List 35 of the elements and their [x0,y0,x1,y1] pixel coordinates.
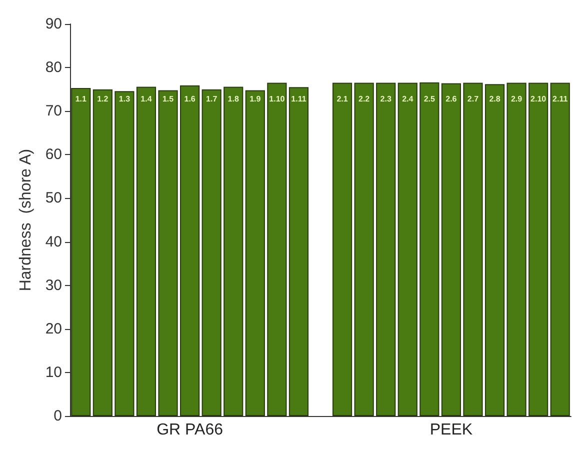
y-tick-label: 90 [45,16,62,32]
x-tick-label: 2.1 [336,94,348,104]
y-tick-label: 50 [45,190,62,207]
x-tick-label: 2.7 [467,94,480,104]
y-tick-label: 10 [45,364,62,381]
y-tick-label: 70 [45,102,62,120]
x-tick-label: 2.4 [402,94,414,104]
x-tick-label: 2.11 [552,94,568,104]
x-tick-label: 1.9 [250,94,262,104]
y-tick-label: 0 [54,408,62,424]
y-tick-label: 80 [45,59,62,76]
x-tick-label: 1.6 [184,94,196,104]
text: GR PA66 [156,422,224,438]
x-tick-label: 1.2 [97,94,109,104]
x-tick-label: 2.6 [446,94,458,104]
x-tick-label: 2.5 [424,94,436,104]
y-tick-label: 20 [45,320,62,338]
x-tick-label: 1.11 [291,94,307,104]
x-tick-label: 1.7 [206,94,218,104]
y-axis-title: Hardness (shore A) [18,148,34,292]
x-tick-label: 1.4 [140,94,152,104]
x-tick-label: 1.8 [228,94,240,104]
y-tick-label: 60 [45,146,62,164]
x-tick-label: 1.5 [162,94,174,104]
x-tick-label: 2.10 [530,94,547,104]
x-tick-label: 2.8 [489,94,501,104]
y-tick-label: 30 [45,276,62,294]
y-tick-label: 40 [45,233,62,250]
x-tick-label: 1.1 [75,94,87,104]
x-tick-label: 1.3 [118,94,131,104]
text: PEEK [430,422,473,438]
x-tick-label: 1.10 [269,94,286,104]
x-tick-label: 2.2 [358,94,370,104]
x-tick-label: 2.9 [510,94,523,104]
x-tick-label: 2.3 [380,94,392,104]
